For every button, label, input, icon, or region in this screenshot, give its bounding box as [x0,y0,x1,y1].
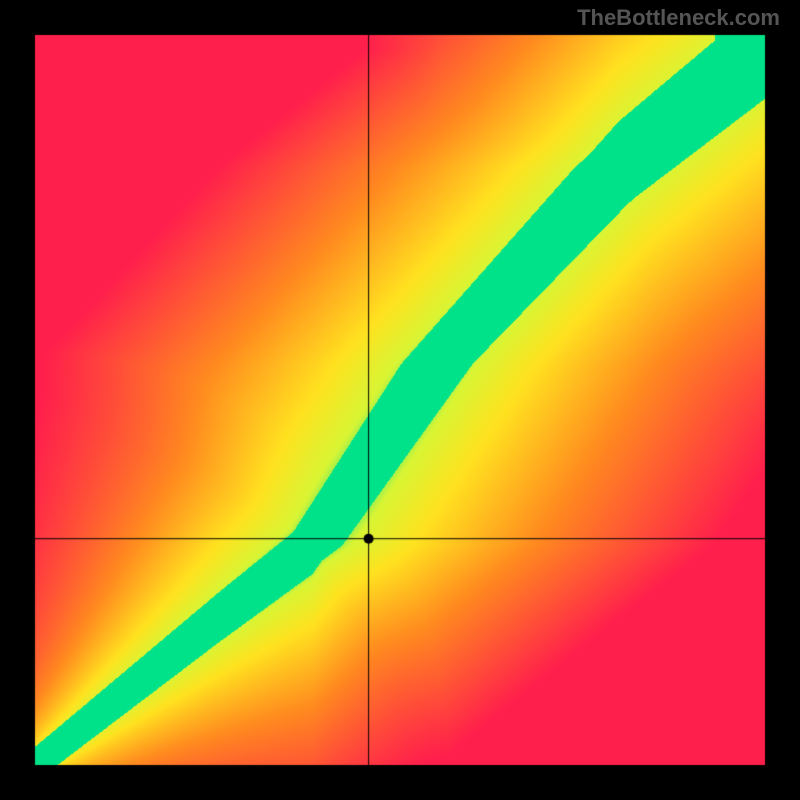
chart-container: TheBottleneck.com [0,0,800,800]
watermark-text: TheBottleneck.com [577,5,780,31]
heatmap-canvas [0,0,800,800]
